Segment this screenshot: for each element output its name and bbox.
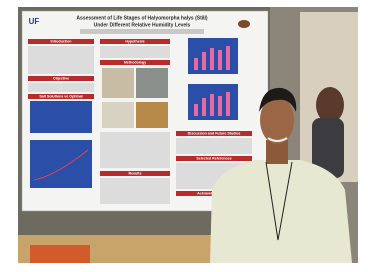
text-block xyxy=(176,138,252,154)
poster-title: Under Different Relative Humidity Levels xyxy=(94,22,191,28)
photo-image xyxy=(136,102,168,128)
section-header: Introduction xyxy=(51,39,72,43)
section-header: Methodology xyxy=(124,60,146,64)
author-line xyxy=(80,29,204,34)
photo-image xyxy=(102,102,134,128)
section-header: Results xyxy=(129,171,142,175)
bug-image xyxy=(238,20,250,28)
section-header: Discussion and Future Studies xyxy=(188,131,241,135)
poster-logo: UF xyxy=(29,17,40,26)
table-item xyxy=(30,245,90,263)
page: {"poster": { "logo": "UF", "title_line1"… xyxy=(0,0,368,272)
left-column: Introduction Objective Salt Solutions vs… xyxy=(28,39,94,188)
text-block xyxy=(100,46,170,58)
photo: UF Assessment of Life Stages of Halyomor… xyxy=(0,0,368,272)
shirt xyxy=(210,160,352,263)
table-image xyxy=(30,101,92,133)
photo-image xyxy=(136,68,168,98)
text-block xyxy=(100,178,170,204)
section-header: Hypothesis xyxy=(125,39,144,43)
background-person-head xyxy=(316,87,344,123)
text-block xyxy=(28,83,94,92)
section-header: Selected References xyxy=(196,156,231,160)
text-block xyxy=(28,46,94,74)
poster-title: Assessment of Life Stages of Halyomorpha… xyxy=(76,14,207,21)
section-header: Salt Solutions vs Optimal xyxy=(39,94,82,98)
photo-image xyxy=(102,68,134,98)
text-block xyxy=(100,132,170,168)
section-header: Objective xyxy=(53,76,69,80)
graph-image xyxy=(30,140,92,188)
